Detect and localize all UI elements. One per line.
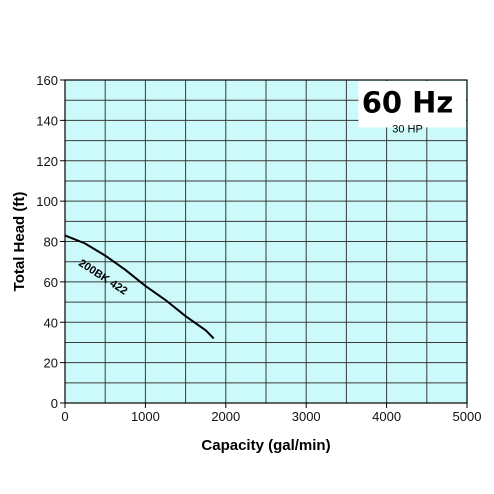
y-tick-label: 20: [44, 356, 58, 371]
series-line: [64, 234, 215, 340]
x-tick-label: 3000: [292, 409, 321, 424]
grid-lines: [65, 80, 467, 403]
title-mask: [358, 81, 466, 128]
y-tick-label: 100: [36, 194, 58, 209]
y-tick-label: 140: [36, 113, 58, 128]
y-tick-label: 160: [36, 73, 58, 88]
x-axis-title: Capacity (gal/min): [201, 437, 330, 454]
y-tick-label: 120: [36, 154, 58, 169]
x-tick-label: 1000: [131, 409, 160, 424]
y-tick-label: 80: [44, 235, 58, 250]
y-tick-label: 40: [44, 315, 58, 330]
y-axis-title: Total Head (ft): [11, 192, 28, 292]
y-tick-label: 60: [44, 275, 58, 290]
x-tick-label: 5000: [453, 409, 482, 424]
tick-labels: 0 20 40 60 80 100 120 140 160 0 1000 2000 3000 4000 50…: [36, 73, 481, 424]
x-tick-label: 2000: [211, 409, 240, 424]
chart-title: 60 Hz: [362, 85, 454, 119]
title-box: 60 Hz 30 HP: [358, 81, 466, 135]
x-tick-label: 0: [61, 409, 68, 424]
plot-frame: [64, 79, 468, 404]
x-tick-label: 4000: [372, 409, 401, 424]
y-tick-label: 0: [51, 396, 58, 411]
chart-subtitle: 30 HP: [392, 123, 423, 135]
